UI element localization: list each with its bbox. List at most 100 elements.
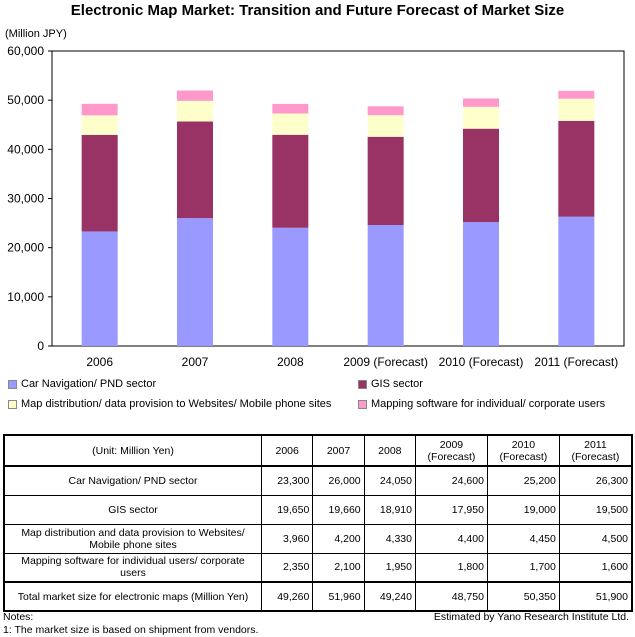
bar-segment (558, 216, 595, 346)
chart-legend: Car Navigation/ PND sector GIS sector Map … (8, 378, 628, 418)
x-tick-label: 2007 (182, 355, 209, 369)
bar-segment (177, 90, 213, 101)
year-label: 2007 (326, 444, 351, 457)
table-cell: 4,500 (558, 523, 633, 554)
unit-header: (Unit: Million Yen) (3, 434, 262, 467)
table-row: Mapping software for individual users/ c… (3, 552, 633, 583)
table-cell: 3,960 (260, 523, 314, 554)
table-cell: 25,200 (486, 465, 560, 496)
legend-item: Car Navigation/ PND sector (8, 378, 156, 390)
notes: Notes: 1: The market size is based on sh… (3, 611, 258, 637)
table-cell: 51,900 (558, 581, 633, 612)
y-tick-label: 20,000 (7, 241, 44, 255)
bar-segment (558, 90, 595, 99)
table-cell: 18,910 (363, 494, 416, 525)
row-label: GIS sector (3, 494, 262, 525)
year-header: 2011 (Forecast) (558, 434, 633, 467)
row-label: Car Navigation/ PND sector (3, 465, 262, 496)
table-cell: 19,000 (486, 494, 560, 525)
bar-segment (463, 106, 499, 129)
row-label: Map distribution and data provision to W… (3, 523, 262, 554)
year-header: 2008 (363, 434, 416, 467)
table-cell: 49,240 (363, 581, 416, 612)
x-tick-label: 2006 (86, 355, 113, 369)
x-tick-label: 2008 (277, 355, 304, 369)
year-sub-label: (Forecast) (499, 450, 548, 463)
bar-segment (81, 134, 118, 232)
stacked-bar-chart: (Million JPY) 0 10,000 20,000 30,000 40,000 50… (5, 28, 625, 369)
table-cell: 1,950 (363, 552, 416, 583)
bar-segment (367, 106, 404, 116)
table-cell: 50,350 (486, 581, 560, 612)
bar-segment (272, 103, 309, 114)
x-tick-label: 2011 (Forecast) (534, 355, 618, 369)
year-header: 2006 (260, 434, 314, 467)
legend-swatch (8, 399, 17, 409)
page-title: Electronic Map Market: Transition and Fu… (70, 2, 565, 19)
y-tick-label: 10,000 (7, 290, 44, 304)
table-cell: 19,500 (558, 494, 633, 525)
table-cell: 2,350 (260, 552, 314, 583)
x-tick-label: 2010 (Forecast) (439, 355, 524, 369)
year-sub-label: (Forecast) (571, 450, 620, 463)
table-cell: 24,600 (414, 465, 488, 496)
table-cell: 2,100 (312, 552, 365, 583)
table-cell: 4,330 (363, 523, 416, 554)
y-tick-label: 50,000 (7, 93, 44, 107)
legend-item: GIS sector (358, 378, 423, 390)
bar-segment (272, 227, 309, 346)
notes-heading: Notes: (3, 611, 34, 623)
year-label: 2009 (439, 438, 464, 451)
y-tick-label: 60,000 (7, 44, 44, 58)
bar-segment (558, 98, 595, 121)
bar-segment (177, 218, 213, 346)
legend-label: Car Navigation/ PND sector (21, 378, 157, 390)
table-cell: 26,000 (312, 465, 365, 496)
plot-area-frame (51, 50, 625, 347)
note-item: 1: The market size is based on shipment … (3, 624, 259, 636)
bar-segment (558, 120, 595, 217)
bar-segment (463, 128, 499, 223)
bar-segment (81, 115, 118, 135)
legend-swatch (358, 399, 367, 409)
table-cell: 24,050 (363, 465, 416, 496)
legend-swatch (358, 379, 367, 389)
bar-segment (367, 115, 404, 137)
table-cell: 23,300 (260, 465, 314, 496)
table-cell: 49,260 (260, 581, 314, 612)
table-cell: 1,800 (414, 552, 488, 583)
table-row: Car Navigation/ PND sector 23,300 26,000 24… (3, 465, 633, 496)
bar-segment (367, 225, 404, 346)
x-tick-label: 2009 (Forecast) (343, 355, 428, 369)
legend-label: GIS sector (371, 378, 423, 390)
table-cell: 19,650 (260, 494, 314, 525)
year-header: 2010 (Forecast) (486, 434, 560, 467)
table-cell: 4,200 (312, 523, 365, 554)
market-size-table: (Unit: Million Yen) 2006 2007 2008 2009 (For… (3, 434, 633, 612)
table-row: Total market size for electronic maps (M… (3, 581, 633, 612)
bar-segment (272, 134, 309, 228)
table-cell: 19,660 (312, 494, 365, 525)
row-label: Total market size for electronic maps (M… (3, 581, 262, 612)
y-axis-label: (Million JPY) (5, 28, 67, 40)
table-cell: 4,450 (486, 523, 560, 554)
year-label: 2010 (511, 438, 536, 451)
table-row: GIS sector 19,650 19,660 18,910 17,950 19,000… (3, 494, 633, 525)
y-tick-label: 30,000 (7, 192, 44, 206)
bar-segment (81, 103, 118, 116)
y-tick-label: 40,000 (7, 142, 44, 156)
year-label: 2006 (275, 444, 299, 457)
legend-label: Map distribution/ data provision to Webs… (21, 398, 332, 410)
bar-segment (177, 121, 213, 219)
table-cell: 51,960 (312, 581, 365, 612)
table-header-row: (Unit: Million Yen) 2006 2007 2008 2009 (For… (3, 434, 633, 467)
year-header: 2009 (Forecast) (414, 434, 488, 467)
table-cell: 17,950 (414, 494, 488, 525)
legend-label: Mapping software for individual/ corpora… (371, 398, 606, 410)
source-credit: Estimated by Yano Research Institute Ltd… (433, 611, 629, 623)
bar-segment (463, 222, 499, 346)
year-header: 2007 (312, 434, 365, 467)
table-cell: 26,300 (558, 465, 633, 496)
table-row: Map distribution and data provision to W… (3, 523, 633, 554)
legend-swatch (8, 379, 17, 389)
